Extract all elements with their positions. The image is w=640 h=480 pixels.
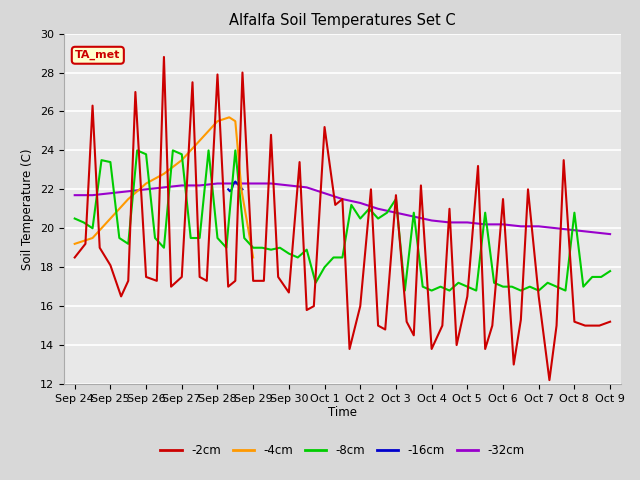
-4cm — [142, 180, 150, 186]
-32cm — [606, 231, 614, 237]
-8cm — [267, 247, 275, 252]
-32cm — [196, 182, 204, 188]
-4cm — [250, 254, 257, 260]
-32cm — [267, 180, 275, 186]
-4cm — [106, 216, 114, 221]
-2cm — [367, 186, 375, 192]
-16cm — [230, 180, 237, 186]
-2cm — [553, 323, 561, 328]
-32cm — [428, 217, 435, 223]
-8cm — [606, 268, 614, 274]
-8cm — [365, 206, 373, 212]
Line: -2cm: -2cm — [75, 57, 610, 380]
-32cm — [285, 182, 292, 188]
-8cm — [205, 147, 212, 153]
-4cm — [225, 114, 233, 120]
-32cm — [142, 186, 150, 192]
-4cm — [71, 241, 79, 247]
Text: TA_met: TA_met — [75, 50, 120, 60]
-8cm — [410, 210, 418, 216]
-32cm — [374, 206, 382, 212]
-32cm — [178, 182, 186, 188]
-4cm — [124, 196, 132, 202]
-32cm — [160, 184, 168, 190]
-8cm — [553, 284, 561, 289]
-2cm — [71, 254, 79, 260]
-32cm — [232, 180, 239, 186]
-32cm — [445, 219, 453, 225]
Line: -8cm: -8cm — [75, 150, 610, 290]
-4cm — [232, 118, 239, 124]
Legend: -2cm, -4cm, -8cm, -16cm, -32cm: -2cm, -4cm, -8cm, -16cm, -32cm — [156, 439, 529, 461]
-32cm — [392, 210, 400, 216]
-32cm — [124, 188, 132, 194]
-16cm — [235, 182, 243, 188]
-2cm — [160, 54, 168, 60]
-32cm — [71, 192, 79, 198]
-4cm — [160, 171, 168, 177]
-16cm — [228, 186, 236, 192]
-32cm — [410, 214, 418, 219]
-4cm — [89, 235, 97, 241]
-32cm — [570, 228, 578, 233]
-32cm — [321, 191, 328, 196]
-4cm — [237, 186, 245, 192]
-2cm — [403, 319, 410, 324]
-32cm — [339, 196, 346, 202]
-8cm — [401, 288, 409, 293]
Line: -16cm: -16cm — [228, 181, 243, 191]
-32cm — [517, 223, 525, 229]
-2cm — [606, 319, 614, 324]
-8cm — [71, 216, 79, 221]
-32cm — [535, 223, 543, 229]
-32cm — [553, 226, 561, 231]
-32cm — [106, 191, 114, 196]
Line: -32cm: -32cm — [75, 183, 610, 234]
-32cm — [588, 229, 596, 235]
-16cm — [225, 186, 232, 192]
-2cm — [267, 132, 275, 138]
-2cm — [203, 278, 211, 284]
-8cm — [133, 147, 141, 153]
-2cm — [545, 377, 553, 383]
-32cm — [356, 200, 364, 206]
Y-axis label: Soil Temperature (C): Soil Temperature (C) — [22, 148, 35, 270]
-16cm — [233, 180, 241, 186]
-4cm — [178, 157, 186, 163]
Line: -4cm: -4cm — [75, 117, 253, 257]
-4cm — [214, 118, 221, 124]
-16cm — [226, 188, 234, 194]
-16cm — [239, 186, 246, 192]
-16cm — [237, 184, 244, 190]
-32cm — [303, 184, 310, 190]
-32cm — [481, 221, 489, 227]
-32cm — [250, 180, 257, 186]
-16cm — [232, 179, 239, 184]
-8cm — [187, 235, 195, 241]
-32cm — [499, 221, 507, 227]
-32cm — [463, 219, 471, 225]
-2cm — [189, 79, 196, 85]
-32cm — [214, 180, 221, 186]
-4cm — [196, 138, 204, 144]
-32cm — [89, 192, 97, 198]
X-axis label: Time: Time — [328, 407, 357, 420]
Title: Alfalfa Soil Temperatures Set C: Alfalfa Soil Temperatures Set C — [229, 13, 456, 28]
